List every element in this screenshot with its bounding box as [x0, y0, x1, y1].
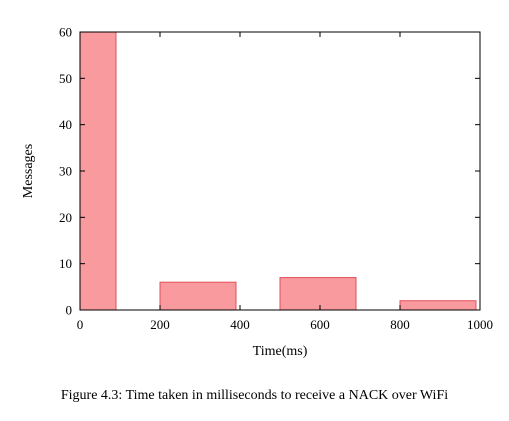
histogram-chart: 0 200 400 600 800 1000 0 10 20 30 40 50 60 Time(ms)…: [21, 25, 493, 360]
y-tick-labels: 0 10 20 30 40 50 60: [59, 25, 72, 318]
histogram-bar: [279, 277, 357, 311]
x-tick-label: 0: [77, 317, 84, 332]
x-axis-label: Time(ms): [253, 344, 308, 359]
bars-group: [79, 31, 477, 311]
x-tick-labels: 0 200 400 600 800 1000: [77, 317, 493, 332]
y-tick-label: 50: [59, 71, 72, 86]
y-tick-label: 40: [59, 117, 72, 132]
x-tick-label: 400: [230, 317, 250, 332]
histogram-bar: [399, 300, 477, 311]
x-tick-label: 600: [310, 317, 330, 332]
plot-frame: [79, 31, 481, 311]
histogram-bar: [79, 31, 117, 311]
x-tick-label: 1000: [467, 317, 493, 332]
figure-caption: Figure 4.3: Time taken in milliseconds t…: [60, 388, 449, 403]
y-tick-label: 30: [59, 164, 72, 179]
y-axis-label: Messages: [21, 144, 36, 198]
axis-ticks: [79, 31, 481, 311]
x-tick-label: 800: [390, 317, 410, 332]
y-tick-label: 10: [59, 256, 72, 271]
x-tick-label: 200: [150, 317, 170, 332]
y-tick-label: 60: [59, 25, 72, 40]
y-tick-label: 0: [66, 303, 73, 318]
y-tick-label: 20: [59, 210, 72, 225]
histogram-bar: [159, 281, 237, 311]
